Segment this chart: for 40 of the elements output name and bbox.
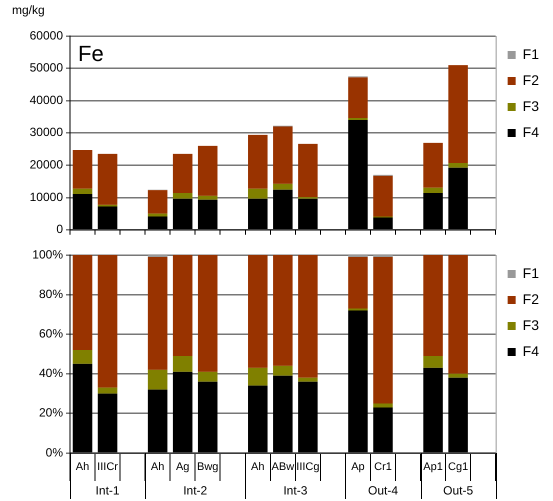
legend-label: F2	[522, 290, 540, 307]
x-tick-label: Ag	[176, 461, 190, 474]
legend-label: F3	[522, 98, 540, 114]
y-tick-label: 20%	[38, 406, 64, 420]
legend-label: F1	[522, 46, 540, 62]
y-tick-label: 0	[56, 222, 64, 236]
x-tick-label: ABw	[272, 461, 294, 474]
text: Out-4	[368, 483, 398, 498]
x-tick-label: Cr1	[374, 461, 392, 474]
legend-label: F4	[522, 342, 540, 359]
y-tick-label: 30000	[30, 125, 64, 140]
y-tick-label: 50000	[30, 60, 64, 75]
y-tick-label: 60000	[30, 28, 64, 42]
legend-label: F1	[522, 264, 540, 281]
chart-title: Fe	[78, 41, 104, 66]
y-tick-label: 10000	[30, 190, 64, 204]
y-tick-label: 20000	[30, 158, 64, 172]
y-tick-label: 40%	[38, 366, 64, 380]
y-tick-label: 100%	[32, 247, 64, 262]
legend-label: F3	[522, 316, 540, 333]
y-tick-label: 0%	[46, 445, 64, 460]
x-tick-label: Cg1	[448, 461, 468, 474]
y-tick-label: 80%	[38, 286, 64, 301]
legend-label: F4	[522, 124, 540, 140]
y-axis-title: mg/kg	[12, 3, 45, 17]
x-tick-label: Ah	[251, 461, 265, 474]
y-tick-label: 60%	[38, 326, 64, 341]
x-tick-label: Ah	[150, 461, 164, 474]
y-tick-label: 40000	[30, 92, 64, 107]
x-tick-label: Ah	[76, 461, 90, 474]
text: Int-3	[283, 483, 308, 498]
x-tick-label: Bwg	[197, 461, 218, 474]
text: Int-2	[183, 483, 208, 498]
x-tick-label: IIICg	[296, 461, 320, 474]
x-tick-label: IIICr	[97, 461, 118, 474]
text: Out-5	[443, 483, 474, 498]
legend-label: F2	[522, 72, 540, 88]
text: Int-1	[96, 483, 120, 498]
x-tick-label: Ap1	[423, 461, 443, 474]
x-tick-label: Ap	[351, 461, 365, 474]
